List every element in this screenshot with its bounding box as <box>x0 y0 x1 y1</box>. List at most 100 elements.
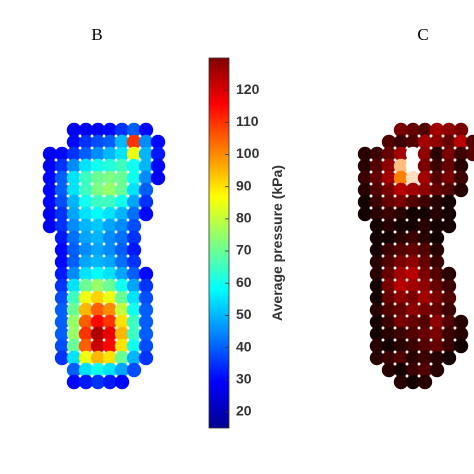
pressure-dot <box>393 314 409 330</box>
pressure-dot <box>126 194 142 210</box>
pressure-dot <box>417 146 433 162</box>
pressure-dot <box>369 242 385 258</box>
pressure-dot <box>405 218 421 234</box>
pressure-dot <box>381 254 397 270</box>
pressure-dot <box>66 218 82 234</box>
pressure-dot <box>78 302 94 318</box>
pressure-dot <box>429 278 445 294</box>
pressure-dot <box>90 218 106 234</box>
pressure-dot <box>453 338 469 354</box>
pressure-dot <box>114 350 130 366</box>
pressure-dot <box>381 278 397 294</box>
pressure-dot <box>78 338 94 354</box>
pressure-dot <box>369 158 385 174</box>
pressure-dot <box>78 278 94 294</box>
pressure-dot <box>102 194 118 210</box>
pressure-dot <box>429 350 445 366</box>
pressure-dot <box>381 302 397 318</box>
pressure-dot <box>417 194 433 210</box>
pressure-dot <box>126 266 142 282</box>
pressure-dot <box>90 278 106 294</box>
pressure-dot <box>90 302 106 318</box>
pressure-dot <box>114 374 130 390</box>
tick-label: 100 <box>236 145 260 161</box>
pressure-dot <box>417 374 433 390</box>
pressure-dot <box>54 218 70 234</box>
pressure-dot <box>54 206 70 222</box>
pressure-dot <box>405 350 421 366</box>
pressure-dot <box>393 338 409 354</box>
pressure-dot <box>126 290 142 306</box>
pressure-dot <box>405 338 421 354</box>
pressure-dot <box>405 326 421 342</box>
pressure-dot <box>381 326 397 342</box>
pressure-dot <box>126 170 142 186</box>
pressure-dot <box>66 146 82 162</box>
pressure-dot <box>369 350 385 366</box>
pressure-dot <box>417 266 433 282</box>
pressure-dot <box>405 170 421 186</box>
pressure-dot <box>393 362 409 378</box>
pressure-dot <box>90 266 106 282</box>
pressure-dot <box>54 182 70 198</box>
pressure-dot <box>429 182 445 198</box>
pressure-dot <box>66 338 82 354</box>
pressure-dot <box>417 362 433 378</box>
pressure-dot <box>417 302 433 318</box>
pressure-dot <box>453 170 469 186</box>
pressure-dot <box>369 326 385 342</box>
pressure-dot <box>369 230 385 246</box>
pressure-dot <box>78 134 94 150</box>
pressure-dot <box>114 266 130 282</box>
pressure-dot <box>429 290 445 306</box>
tick-label: 110 <box>236 113 259 129</box>
pressure-dot <box>369 182 385 198</box>
pressure-dot <box>114 170 130 186</box>
pressure-dot <box>417 326 433 342</box>
pressure-dot <box>90 146 106 162</box>
pressure-dot <box>54 278 70 294</box>
pressure-dot <box>42 218 58 234</box>
colorbar-ticks: 20 30 40 50 60 70 80 90 100 110 120 <box>225 81 260 419</box>
pressure-dot <box>369 146 385 162</box>
tick-label: 90 <box>236 177 252 193</box>
pressure-dot <box>405 302 421 318</box>
pressure-dot <box>114 242 130 258</box>
pressure-dot <box>54 146 70 162</box>
pressure-dot <box>42 182 58 198</box>
pressure-dot <box>417 242 433 258</box>
tick-label: 60 <box>236 274 252 290</box>
pressure-dot <box>417 182 433 198</box>
pressure-dot <box>369 194 385 210</box>
pressure-dot <box>102 254 118 270</box>
pressure-dot <box>453 314 469 330</box>
pressure-dot <box>417 170 433 186</box>
pressure-dot <box>66 170 82 186</box>
pressure-dot <box>393 254 409 270</box>
pressure-dot <box>66 182 82 198</box>
pressure-dot <box>102 302 118 318</box>
pressure-dot <box>405 290 421 306</box>
pressure-dot <box>429 302 445 318</box>
pressure-dot <box>66 374 82 390</box>
pressure-dot <box>66 194 82 210</box>
pressure-dot <box>102 134 118 150</box>
pressure-dot <box>441 218 457 234</box>
pressure-dot <box>369 254 385 270</box>
pressure-dot <box>114 134 130 150</box>
pressure-dot <box>54 230 70 246</box>
pressure-dot <box>381 230 397 246</box>
pressure-dot <box>441 314 457 330</box>
pressure-dot <box>78 350 94 366</box>
pressure-dot <box>357 182 373 198</box>
pressure-dot <box>429 338 445 354</box>
pressure-dot <box>393 350 409 366</box>
pressure-dot <box>66 134 82 150</box>
pressure-dot <box>393 302 409 318</box>
pressure-dot <box>114 206 130 222</box>
pressure-dot <box>126 122 142 138</box>
pressure-dot <box>417 230 433 246</box>
pressure-dot <box>102 122 118 138</box>
pressure-dot <box>381 338 397 354</box>
